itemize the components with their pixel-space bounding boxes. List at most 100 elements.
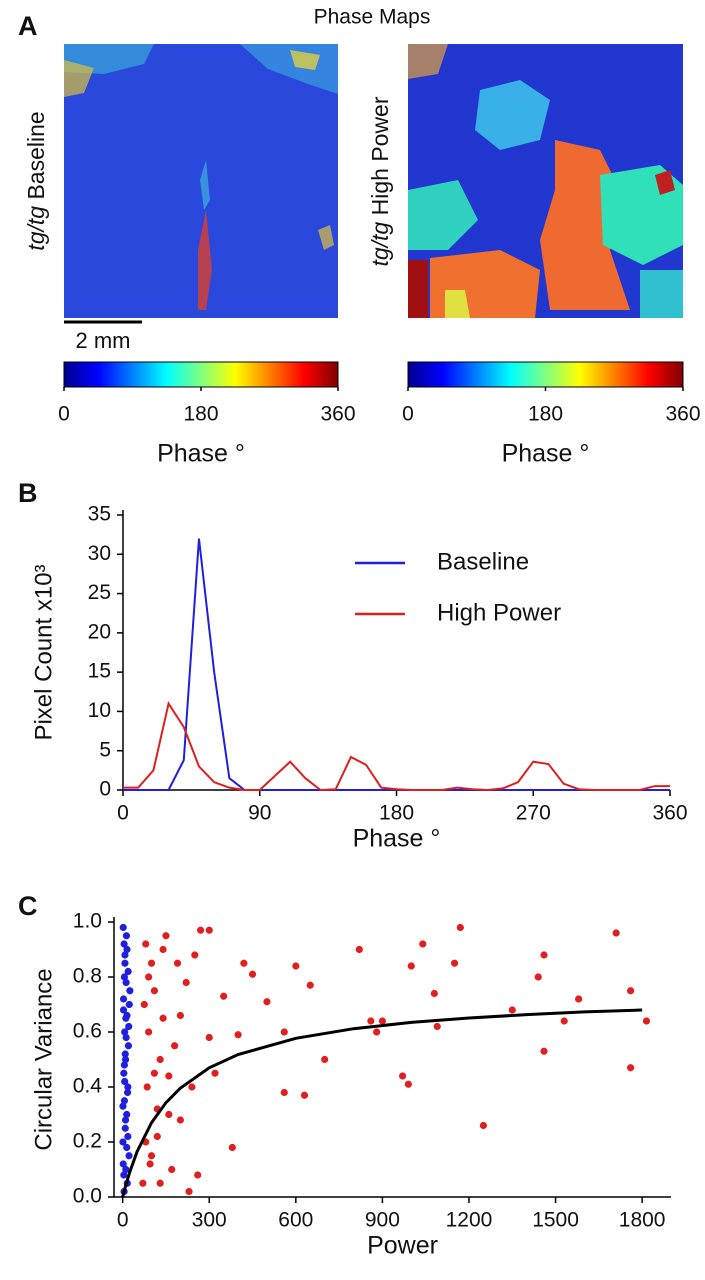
scatter-point xyxy=(300,1091,309,1099)
y-tick-label: 10 xyxy=(88,699,111,722)
scatter-point xyxy=(280,1028,288,1036)
scatter-point xyxy=(367,1017,375,1025)
scatter-point xyxy=(430,989,438,998)
y-tick-label: 0.8 xyxy=(73,965,102,988)
scatter-point xyxy=(123,1143,131,1152)
scatter-point xyxy=(125,1152,133,1160)
scale-bar-label: 2 mm xyxy=(76,328,131,353)
scatter-point xyxy=(479,1121,488,1130)
y-tick-label: 1.0 xyxy=(73,910,102,933)
colorbar-tick-label: 0 xyxy=(402,403,414,426)
scatter-point xyxy=(119,1006,128,1014)
scatter-point xyxy=(120,1171,128,1179)
scatter-point xyxy=(119,923,127,932)
y-axis-title: Circular Variance xyxy=(30,968,57,1150)
scatter-point xyxy=(173,959,182,967)
chart-title: Phase Maps xyxy=(314,6,431,29)
y-tick-label: 30 xyxy=(88,542,111,565)
scatter-point xyxy=(119,995,128,1003)
scatter-point xyxy=(123,945,131,954)
scatter-point xyxy=(150,1069,159,1077)
scatter-point xyxy=(450,959,459,967)
scatter-point xyxy=(456,923,464,932)
scatter-point xyxy=(120,1097,128,1105)
scatter-point xyxy=(125,1022,133,1031)
scatter-point xyxy=(121,1116,130,1124)
map-label-genotype: tg/tg xyxy=(23,206,49,251)
scatter-point xyxy=(575,995,583,1003)
y-tick-label: 0.6 xyxy=(73,1020,102,1043)
colorbar xyxy=(63,361,339,388)
legend-label: High Power xyxy=(437,599,561,626)
scatter-point xyxy=(119,1102,127,1110)
scatter-point xyxy=(156,1055,164,1064)
scatter-point xyxy=(124,1132,132,1141)
scatter-point xyxy=(120,1061,128,1069)
x-tick-label: 300 xyxy=(192,1209,227,1232)
scatter-point xyxy=(121,1124,129,1132)
scatter-point xyxy=(191,951,199,959)
scatter-point xyxy=(156,1179,164,1187)
scatter-point xyxy=(124,1083,132,1091)
scatter-point xyxy=(121,951,129,959)
scatter-point xyxy=(176,1011,184,1020)
line-series xyxy=(123,538,670,791)
scatter-point xyxy=(125,1000,133,1009)
scatter-point xyxy=(194,1171,202,1179)
x-tick-label: 0 xyxy=(117,1209,129,1232)
scatter-point xyxy=(147,1152,156,1160)
scatter-point xyxy=(147,959,156,967)
scatter-point xyxy=(142,940,150,948)
scatter-point xyxy=(205,926,213,934)
scatter-point xyxy=(626,987,635,995)
panel-label: A xyxy=(18,11,38,41)
scatter-point xyxy=(540,1047,548,1055)
y-tick-label: 0 xyxy=(99,778,111,801)
fit-curve xyxy=(121,1008,643,1198)
scatter-point xyxy=(124,1042,133,1050)
scatter-point xyxy=(123,1110,131,1119)
colorbar-tick-label: 180 xyxy=(183,403,218,426)
scatter-point xyxy=(119,1160,127,1168)
scatter-point xyxy=(176,1116,184,1124)
x-tick-label: 1200 xyxy=(446,1209,493,1232)
scatter-point xyxy=(378,1017,386,1025)
x-tick-label: 1800 xyxy=(619,1209,666,1232)
y-axis-title: Pixel Count x10³ xyxy=(30,564,57,740)
scatter-point xyxy=(211,1069,219,1077)
scatter-point xyxy=(122,978,130,987)
scatter-point xyxy=(121,959,129,967)
scatter-point xyxy=(433,1022,441,1031)
scatter-point xyxy=(153,1132,161,1141)
scatter-point xyxy=(188,1083,196,1091)
scatter-point xyxy=(508,1006,516,1014)
y-tick-label: 0.4 xyxy=(73,1075,103,1098)
x-tick-label: 0 xyxy=(117,802,129,825)
scatter-point xyxy=(612,929,620,937)
y-tick-label: 0.2 xyxy=(73,1130,102,1153)
scatter-point xyxy=(145,973,153,981)
scatter-point xyxy=(292,962,300,970)
scatter-point xyxy=(321,1055,329,1064)
scatter-point xyxy=(121,1077,129,1086)
colorbar-title: Phase ° xyxy=(157,440,245,468)
scatter-point xyxy=(159,1014,167,1022)
scatter-point xyxy=(196,926,205,934)
scatter-point xyxy=(220,992,228,1000)
scatter-point xyxy=(126,987,134,995)
y-tick-label: 15 xyxy=(88,660,111,683)
x-tick-label: 270 xyxy=(516,802,551,825)
colorbar-tick-label: 0 xyxy=(58,403,70,426)
scatter-point xyxy=(560,1017,568,1025)
scatter-point xyxy=(120,1069,128,1077)
colorbar-tick-label: 180 xyxy=(528,403,563,426)
scatter-point xyxy=(626,1064,635,1072)
x-tick-label: 600 xyxy=(278,1209,313,1232)
x-tick-label: 900 xyxy=(365,1209,400,1232)
colorbar-tick-label: 360 xyxy=(665,403,700,426)
colorbar xyxy=(407,361,684,388)
scatter-point xyxy=(373,1028,381,1036)
x-axis-title: Phase ° xyxy=(353,825,441,853)
colorbar-tick-label: 360 xyxy=(320,403,355,426)
scatter-point xyxy=(185,1187,193,1196)
